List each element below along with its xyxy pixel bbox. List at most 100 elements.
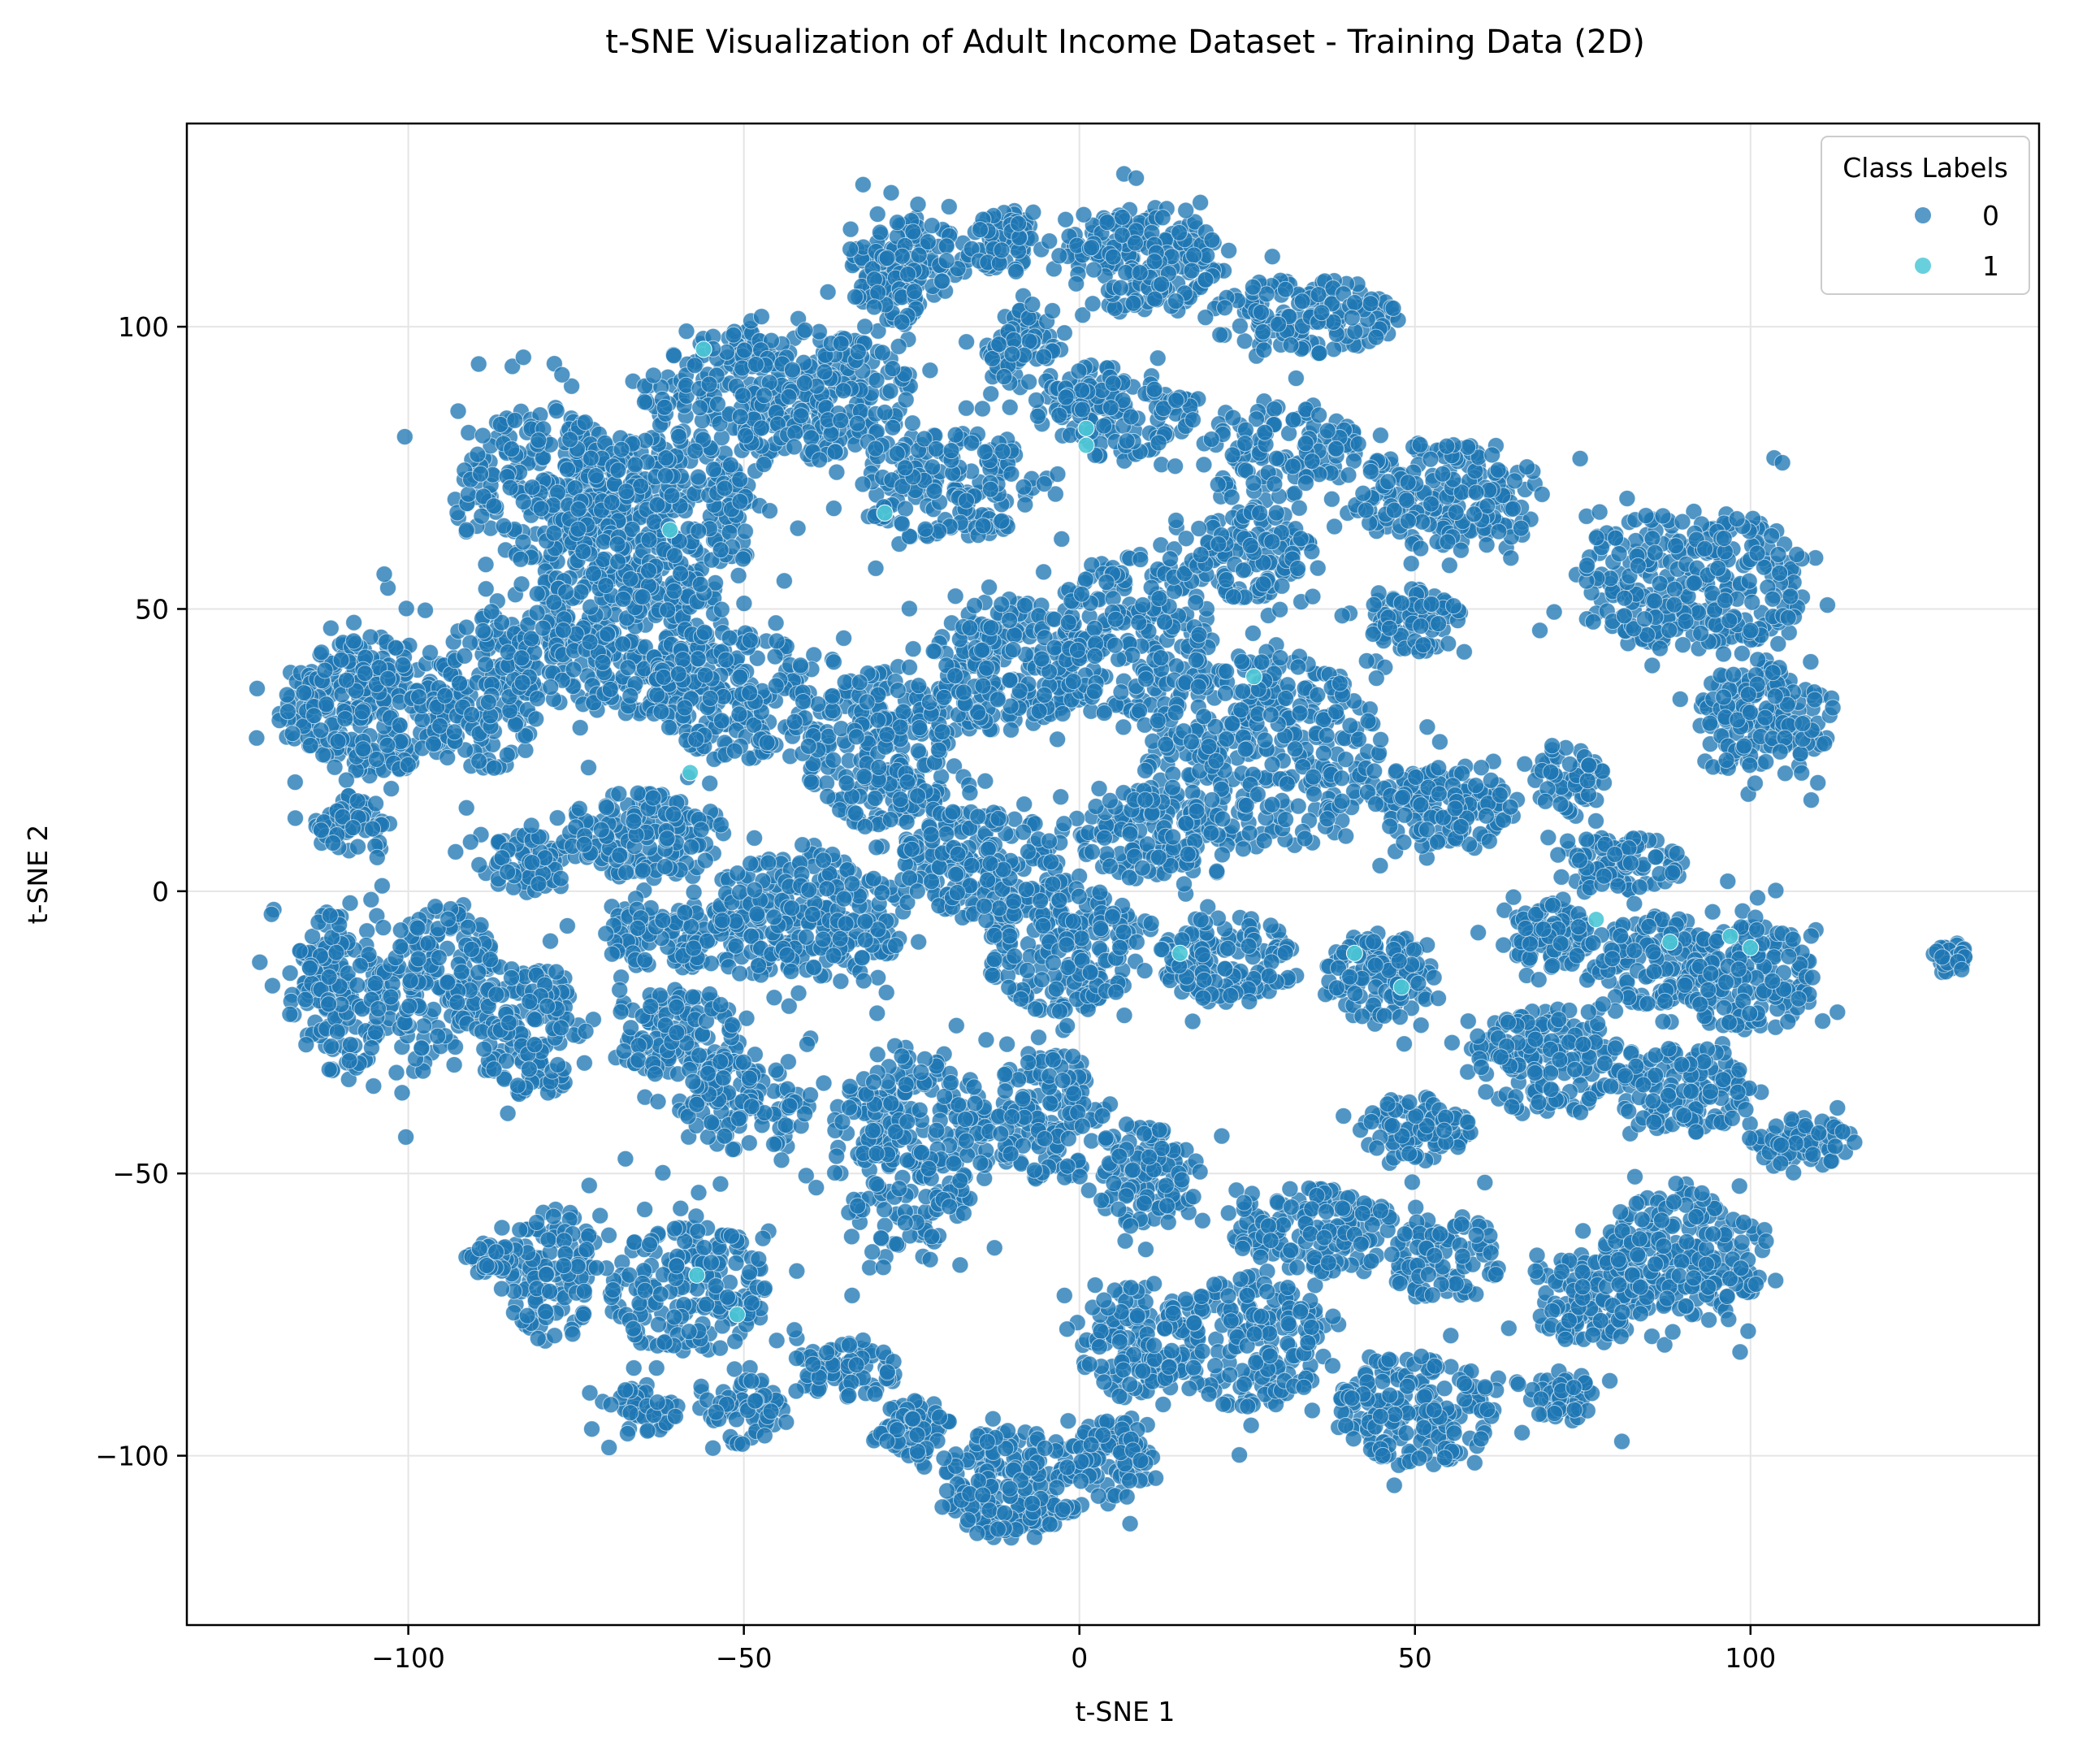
scatter-point-class-0 <box>695 623 713 641</box>
scatter-point-class-0 <box>1131 702 1149 720</box>
scatter-point-class-0 <box>761 502 778 520</box>
scatter-point-class-0 <box>1412 618 1430 635</box>
scatter-point-class-0 <box>447 843 465 860</box>
scatter-point-class-0 <box>978 659 995 677</box>
scatter-point-class-0 <box>825 653 842 671</box>
scatter-point-class-0 <box>1444 597 1462 615</box>
scatter-point-class-0 <box>1749 651 1767 669</box>
scatter-point-class-0 <box>512 550 530 568</box>
scatter-point-class-0 <box>1002 721 1020 739</box>
scatter-point-class-0 <box>758 734 776 752</box>
scatter-point-class-0 <box>867 559 885 577</box>
scatter-point-class-0 <box>279 703 297 721</box>
scatter-point-class-0 <box>1024 296 1041 314</box>
scatter-point-class-0 <box>1207 752 1225 769</box>
scatter-point-class-0 <box>1006 626 1024 644</box>
scatter-point-class-0 <box>958 333 976 351</box>
scatter-point-class-0 <box>847 728 865 746</box>
scatter-point-class-0 <box>362 628 379 646</box>
scatter-point-class-0 <box>1384 299 1402 317</box>
scatter-point-class-0 <box>1779 609 1797 626</box>
scatter-point-class-0 <box>1533 485 1551 503</box>
scatter-point-class-0 <box>848 414 866 432</box>
scatter-point-class-0 <box>824 687 842 704</box>
scatter-point-class-0 <box>1004 641 1022 659</box>
scatter-point-class-0 <box>672 565 690 583</box>
scatter-point-class-0 <box>1102 399 1119 417</box>
scatter-point-class-0 <box>503 440 521 458</box>
scatter-point-class-0 <box>1297 475 1314 492</box>
scatter-point-class-0 <box>463 706 481 723</box>
scatter-point-class-0 <box>854 176 872 193</box>
scatter-point-class-0 <box>775 572 793 590</box>
scatter-point-class-0 <box>1763 527 1781 544</box>
scatter-point-class-0 <box>1106 636 1124 654</box>
scatter-point-class-0 <box>619 659 637 677</box>
scatter-point-class-0 <box>1303 453 1321 470</box>
scatter-point-class-0 <box>725 326 743 344</box>
scatter-point-class-0 <box>375 566 393 583</box>
scatter-point-class-0 <box>597 577 615 595</box>
scatter-point-class-0 <box>1030 702 1048 720</box>
scatter-point-class-0 <box>1223 446 1241 464</box>
scatter-point-class-0 <box>1054 704 1072 722</box>
scatter-point-class-0 <box>1571 449 1589 467</box>
scatter-point-class-0 <box>632 477 650 495</box>
scatter-point-class-0 <box>927 440 945 457</box>
scatter-point-class-0 <box>1777 765 1794 782</box>
scatter-point-class-0 <box>1263 756 1281 774</box>
scatter-point-class-0 <box>1224 409 1242 427</box>
scatter-point-class-0 <box>1024 203 1042 221</box>
scatter-point-class-0 <box>933 768 950 786</box>
scatter-point-class-0 <box>1035 563 1053 581</box>
scatter-point-class-0 <box>1742 622 1760 639</box>
scatter-point-class-0 <box>1618 490 1636 507</box>
scatter-point-class-0 <box>1197 309 1215 327</box>
scatter-point-class-0 <box>1607 529 1625 547</box>
scatter-point-class-0 <box>700 375 718 393</box>
scatter-point-class-0 <box>594 653 612 671</box>
scatter-point-class-0 <box>1001 611 1019 629</box>
scatter-point-class-0 <box>1701 714 1719 732</box>
scatter-point-class-0 <box>731 668 749 686</box>
scatter-point-class-0 <box>1438 437 1456 455</box>
scatter-point-class-0 <box>933 723 951 741</box>
scatter-point-class-0 <box>1715 530 1733 547</box>
scatter-point-class-0 <box>301 737 319 754</box>
scatter-point-class-0 <box>530 431 548 449</box>
scatter-point-class-0 <box>1145 253 1163 271</box>
scatter-point-class-0 <box>460 485 477 503</box>
scatter-point-class-0 <box>1153 275 1171 293</box>
scatter-point-class-0 <box>1746 774 1764 792</box>
scatter-point-class-0 <box>1545 603 1563 621</box>
scatter-point-class-0 <box>789 519 807 537</box>
scatter-point-class-0 <box>1209 475 1227 493</box>
scatter-point-class-0 <box>1412 540 1430 557</box>
scatter-point-class-0 <box>554 622 572 639</box>
scatter-point-class-0 <box>329 733 347 750</box>
scatter-point-class-0 <box>849 343 867 361</box>
scatter-point-class-0 <box>1452 541 1470 559</box>
scatter-point-class-0 <box>1709 559 1727 577</box>
scatter-point-class-0 <box>1053 530 1071 548</box>
scatter-point-class-0 <box>1137 761 1154 779</box>
scatter-point-class-0 <box>1036 686 1053 704</box>
scatter-point-class-0 <box>811 451 829 469</box>
scatter-point-class-0 <box>974 517 992 535</box>
scatter-point-class-0 <box>1197 271 1215 288</box>
scatter-point-class-0 <box>663 487 681 505</box>
scatter-point-class-0 <box>1234 840 1252 858</box>
scatter-point-class-0 <box>735 341 753 359</box>
scatter-point-class-0 <box>1318 422 1336 440</box>
scatter-point-class-0 <box>735 595 753 613</box>
scatter-point-class-0 <box>644 366 662 384</box>
scatter-point-class-0 <box>1677 613 1695 631</box>
scatter-point-class-0 <box>1001 398 1019 416</box>
scatter-point-class-0 <box>1696 540 1714 557</box>
scatter-point-class-0 <box>766 648 784 665</box>
scatter-point-class-0 <box>1440 557 1458 574</box>
scatter-point-class-0 <box>652 703 670 721</box>
scatter-point-class-0 <box>825 500 842 518</box>
scatter-point-class-0 <box>1098 574 1115 592</box>
scatter-point-class-0 <box>1284 457 1301 475</box>
